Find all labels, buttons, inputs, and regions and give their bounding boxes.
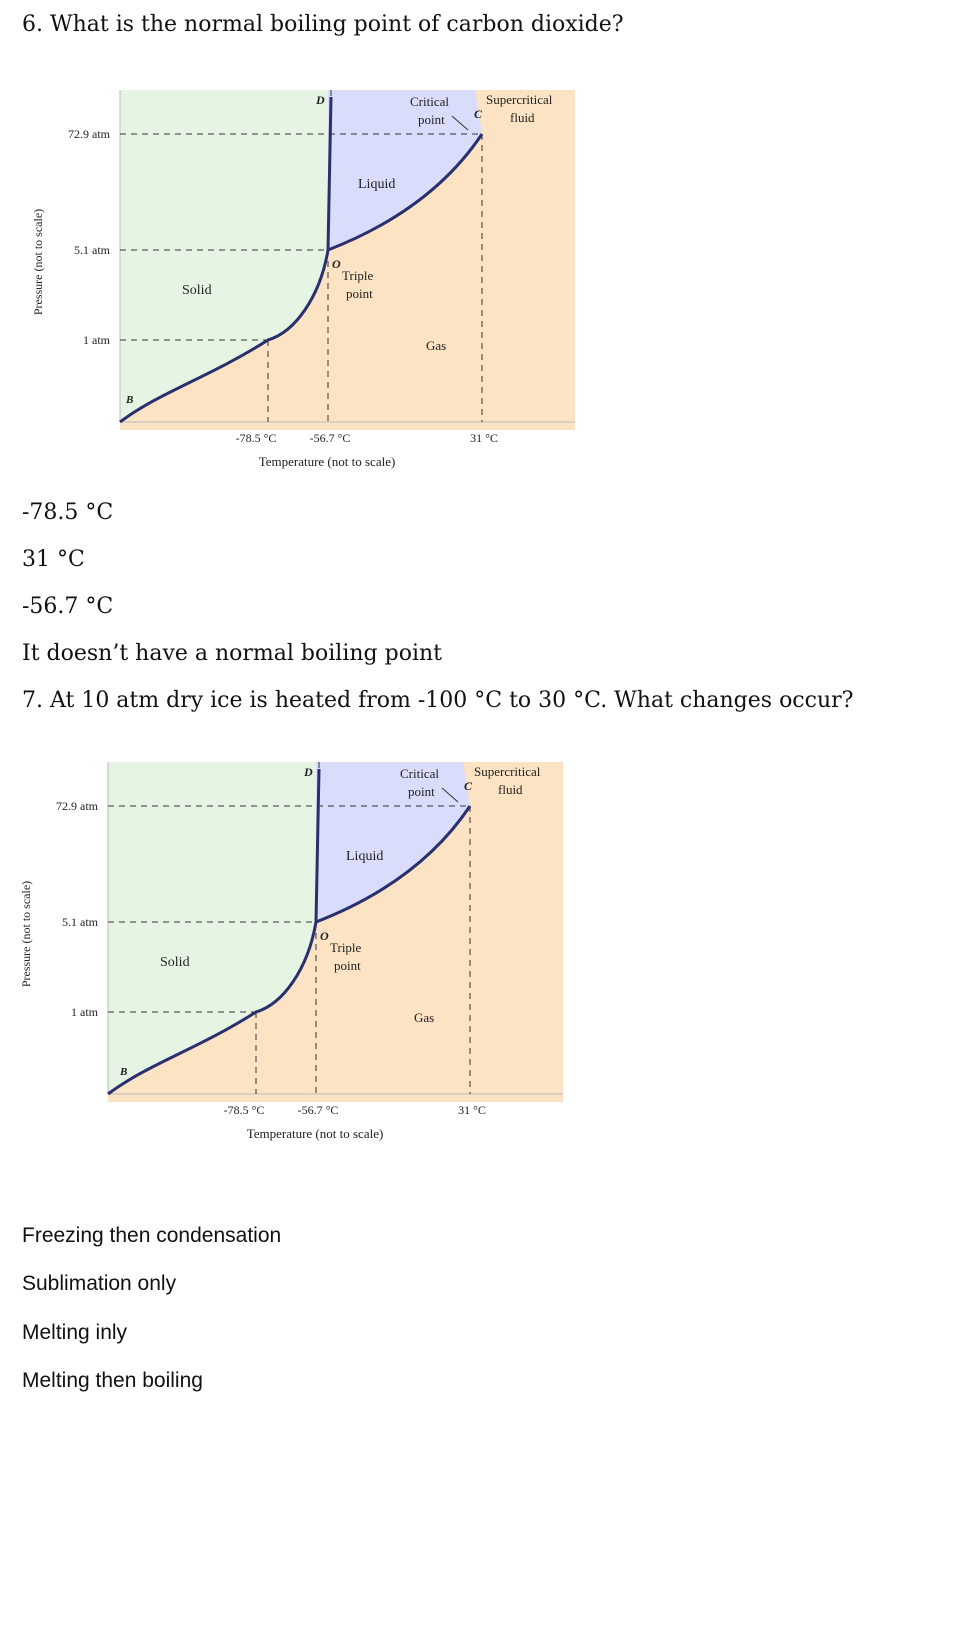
triple-point-label-2: point: [334, 958, 361, 973]
solid-label: Solid: [160, 955, 190, 970]
point-c-label: C: [464, 779, 473, 793]
solid-label: Solid: [182, 283, 212, 298]
q6-option-3[interactable]: -56.7 °C: [22, 594, 114, 619]
point-b-label: B: [119, 1066, 127, 1078]
supercritical-label-2: fluid: [498, 782, 523, 797]
pressure-tick-1: 1 atm: [71, 1005, 99, 1019]
temp-tick-78-5: -78.5 °C: [224, 1103, 265, 1117]
point-d-label: D: [315, 93, 325, 107]
solid-region: [120, 90, 328, 422]
question-7-prompt: 7. At 10 atm dry ice is heated from -100…: [22, 688, 854, 713]
supercritical-label-2: fluid: [510, 110, 535, 125]
gas-label: Gas: [414, 1010, 434, 1025]
liquid-region: [328, 90, 482, 250]
liquid-label: Liquid: [358, 177, 395, 192]
point-d-label: D: [303, 765, 313, 779]
critical-point-label-1: Critical: [400, 766, 439, 781]
q7-option-3[interactable]: Melting inly: [22, 1321, 128, 1344]
y-axis-label: Pressure (not to scale): [19, 881, 33, 987]
pressure-tick-72-9: 72.9 atm: [68, 127, 111, 141]
point-o-label: O: [320, 929, 329, 943]
melting-curve: [314, 768, 321, 923]
liquid-label: Liquid: [346, 849, 383, 864]
x-axis-label: Temperature (not to scale): [259, 454, 396, 469]
sublimation-curve: [107, 921, 318, 1096]
critical-point-label-1: Critical: [410, 94, 449, 109]
phase-diagram-q6: 72.9 atm 5.1 atm 1 atm -78.5 °C -56.7 °C…: [20, 82, 580, 487]
temp-tick-31: 31 °C: [458, 1103, 486, 1117]
q7-option-1[interactable]: Freezing then condensation: [22, 1224, 282, 1247]
triple-point-label-1: Triple: [342, 268, 374, 283]
melting-curve: [326, 96, 333, 251]
supercritical-label-1: Supercritical: [474, 764, 541, 779]
phase-diagram-q7: 72.9 atm 5.1 atm 1 atm -78.5 °C -56.7 °C…: [8, 754, 568, 1159]
q6-option-4[interactable]: It doesn’t have a normal boiling point: [22, 641, 442, 666]
q7-option-4[interactable]: Melting then boiling: [22, 1369, 203, 1392]
vaporization-curve: [327, 133, 484, 252]
liquid-region: [316, 762, 470, 922]
temp-tick-56-7: -56.7 °C: [310, 431, 351, 445]
temp-tick-31: 31 °C: [470, 431, 498, 445]
point-c-label: C: [474, 107, 483, 121]
q7-option-2[interactable]: Sublimation only: [22, 1272, 177, 1295]
temp-tick-56-7: -56.7 °C: [298, 1103, 339, 1117]
sublimation-curve: [119, 249, 330, 424]
supercritical-label-1: Supercritical: [486, 92, 553, 107]
pressure-tick-5-1: 5.1 atm: [62, 915, 99, 929]
gas-label: Gas: [426, 338, 446, 353]
vaporization-curve: [315, 805, 472, 924]
temp-tick-78-5: -78.5 °C: [236, 431, 277, 445]
triple-point-label-1: Triple: [330, 940, 362, 955]
q6-option-2[interactable]: 31 °C: [22, 547, 85, 572]
q6-option-1[interactable]: -78.5 °C: [22, 500, 114, 525]
x-axis-label: Temperature (not to scale): [247, 1126, 384, 1141]
pressure-tick-5-1: 5.1 atm: [74, 243, 111, 257]
critical-point-label-2: point: [418, 112, 445, 127]
pressure-tick-72-9: 72.9 atm: [56, 799, 99, 813]
triple-point-label-2: point: [346, 286, 373, 301]
critical-point-label-2: point: [408, 784, 435, 799]
question-6-prompt: 6. What is the normal boiling point of c…: [22, 12, 624, 37]
pressure-tick-1: 1 atm: [83, 333, 111, 347]
point-o-label: O: [332, 257, 341, 271]
point-b-label: B: [125, 394, 133, 406]
solid-region: [108, 762, 316, 1094]
y-axis-label: Pressure (not to scale): [31, 209, 45, 315]
